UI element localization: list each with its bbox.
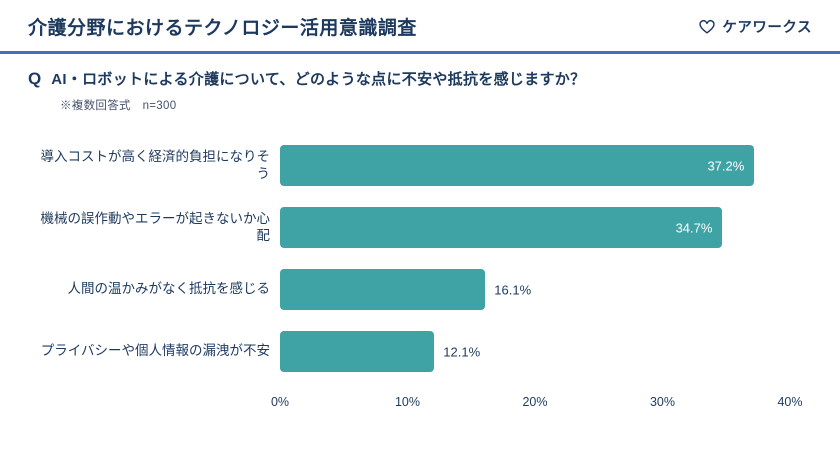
heart-icon — [698, 19, 716, 35]
value-label: 37.2% — [707, 158, 745, 173]
x-axis: 0% 10% 20% 30% 40% — [28, 393, 803, 413]
axis-tick: 0% — [270, 395, 290, 409]
axis-tick: 40% — [777, 395, 803, 409]
chart-row: 機械の誤作動やエラーが起きないか心配 34.7% — [28, 207, 790, 248]
axis-tick: 30% — [649, 395, 676, 409]
question-prefix: Q — [28, 69, 42, 88]
axis-tick: 10% — [394, 395, 421, 409]
question-text: AI・ロボットによる介護について、どのような点に不安や抵抗を感じますか？ — [51, 71, 586, 88]
axis-ticks: 0% 10% 20% 30% 40% — [271, 393, 803, 413]
bar-chart: 導入コストが高く経済的負担になりそう 37.2% 機械の誤作動やエラーが起きない… — [28, 145, 803, 413]
question-row: Q AI・ロボットによる介護について、どのような点に不安や抵抗を感じますか？ — [0, 54, 840, 89]
bar-track: 12.1% — [280, 331, 790, 372]
bar — [280, 269, 486, 310]
chart-row: 導入コストが高く経済的負担になりそう 37.2% — [28, 145, 790, 186]
chart-row: プライバシーや個人情報の漏洩が不安 12.1% — [28, 331, 790, 372]
survey-note: ※複数回答式 n=300 — [60, 100, 177, 112]
bar-track: 37.2% — [280, 145, 790, 186]
bar-track: 34.7% — [280, 207, 790, 248]
value-label: 16.1% — [494, 282, 532, 297]
bar — [280, 145, 755, 186]
header: 介護分野におけるテクノロジー活用意識調査 ケアワークス — [0, 0, 840, 54]
brand-name: ケアワークス — [722, 20, 812, 36]
bar — [280, 331, 435, 372]
value-label: 34.7% — [675, 220, 713, 235]
category-label: 導入コストが高く経済的負担になりそう — [40, 148, 271, 181]
page-title: 介護分野におけるテクノロジー活用意識調査 — [28, 18, 417, 39]
chart-row: 人間の温かみがなく抵抗を感じる 16.1% — [28, 269, 790, 310]
category-label: 人間の温かみがなく抵抗を感じる — [67, 281, 271, 297]
bar — [280, 207, 723, 248]
category-label: 機械の誤作動やエラーが起きないか心配 — [40, 210, 271, 243]
category-label: プライバシーや個人情報の漏洩が不安 — [40, 343, 270, 359]
axis-spacer — [28, 393, 280, 413]
careworks-logo: ケアワークス — [698, 16, 812, 37]
axis-tick: 20% — [522, 395, 548, 409]
bar-track: 16.1% — [280, 269, 790, 310]
value-label: 12.1% — [443, 344, 481, 359]
